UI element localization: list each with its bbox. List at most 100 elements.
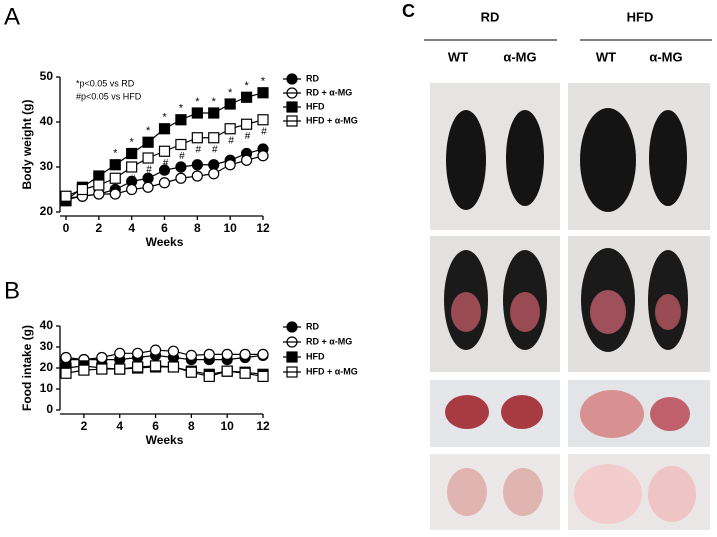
fat [574,464,642,524]
liver [650,397,690,431]
marker [167,361,180,373]
marker [208,132,220,144]
marker [203,348,215,360]
marker [224,98,236,110]
marker [240,91,253,103]
marker [149,344,162,356]
significance-mark: # [228,135,234,146]
marker [132,347,144,359]
x-axis-label: Weeks [146,433,184,447]
significance-mark: # [130,174,136,185]
x-tick-label: 8 [194,221,201,235]
significance-mark: * [261,76,266,88]
mouse [580,108,636,212]
column-label: α-MG [649,49,682,64]
marker [109,188,121,200]
marker [175,114,187,126]
significance-mark: * [162,112,167,124]
legend-label: RD + α-MG [306,87,352,97]
significance-mark: # [163,158,169,169]
marker [257,370,269,382]
mouse-open [510,292,540,332]
marker [158,123,171,135]
marker [114,347,126,359]
legend-label: RD [306,73,319,83]
mouse-open [590,290,626,334]
marker [203,370,215,382]
x-tick-label: 8 [188,419,195,433]
marker [96,363,108,375]
legend-label: RD + α-MG [306,336,352,346]
legend-label: HFD [306,351,325,361]
y-tick-label: 20 [40,360,54,374]
marker [142,136,154,148]
x-tick-label: 0 [63,221,70,235]
marker [109,172,121,184]
x-tick-label: 6 [161,221,168,235]
mouse-open [451,292,481,332]
marker [175,172,187,184]
x-tick-label: 10 [221,419,235,433]
significance-mark: * [212,96,217,108]
marker [191,107,203,119]
marker [191,159,203,171]
marker [175,161,187,173]
significance-mark: # [212,144,218,155]
x-tick-label: 12 [256,419,270,433]
significance-mark: # [261,126,267,137]
marker [126,161,138,173]
marker [142,152,154,164]
marker [60,367,72,379]
y-tick-label: 10 [40,381,54,395]
y-tick-label: 0 [46,402,53,416]
marker [240,154,253,166]
significance-mark: * [179,103,184,115]
y-tick-label: 50 [40,69,54,83]
marker [221,365,233,377]
annotation: #p<0.05 vs HFD [76,91,142,101]
marker [224,123,236,135]
marker [114,363,126,375]
significance-mark: # [179,151,185,162]
significance-mark: * [130,136,135,148]
marker [96,351,108,364]
marker [257,348,269,360]
fat [503,468,543,516]
y-tick-label: 40 [40,318,54,332]
annotation: *p<0.05 vs RD [76,78,135,88]
marker [257,87,269,99]
mouse [649,110,687,206]
y-tick-label: 30 [40,339,54,353]
marker [239,348,251,360]
liver [501,395,543,429]
mouse-open [655,294,681,330]
marker [208,107,220,119]
x-tick-label: 12 [256,221,270,235]
x-tick-label: 4 [128,221,135,235]
significance-mark: * [195,96,200,108]
legend-label: HFD + α-MG [306,366,358,376]
y-tick-label: 30 [40,159,54,173]
x-tick-label: 2 [81,419,88,433]
marker [257,150,269,162]
marker [240,118,253,130]
y-tick-label: 40 [40,114,54,128]
marker [76,183,89,196]
marker [126,183,138,196]
marker [60,190,72,202]
liver [580,390,644,438]
marker [132,361,144,373]
significance-mark: * [146,125,151,137]
marker [257,114,269,126]
series-line [65,365,264,375]
liver [445,395,489,429]
x-tick-label: 10 [223,221,237,235]
fat [648,466,696,522]
marker [191,170,203,182]
significance-mark: * [244,80,249,92]
y-axis-label: Body weight (g) [20,100,34,190]
series-line [66,354,264,361]
marker [109,159,121,171]
marker [185,366,197,378]
marker [191,132,203,144]
